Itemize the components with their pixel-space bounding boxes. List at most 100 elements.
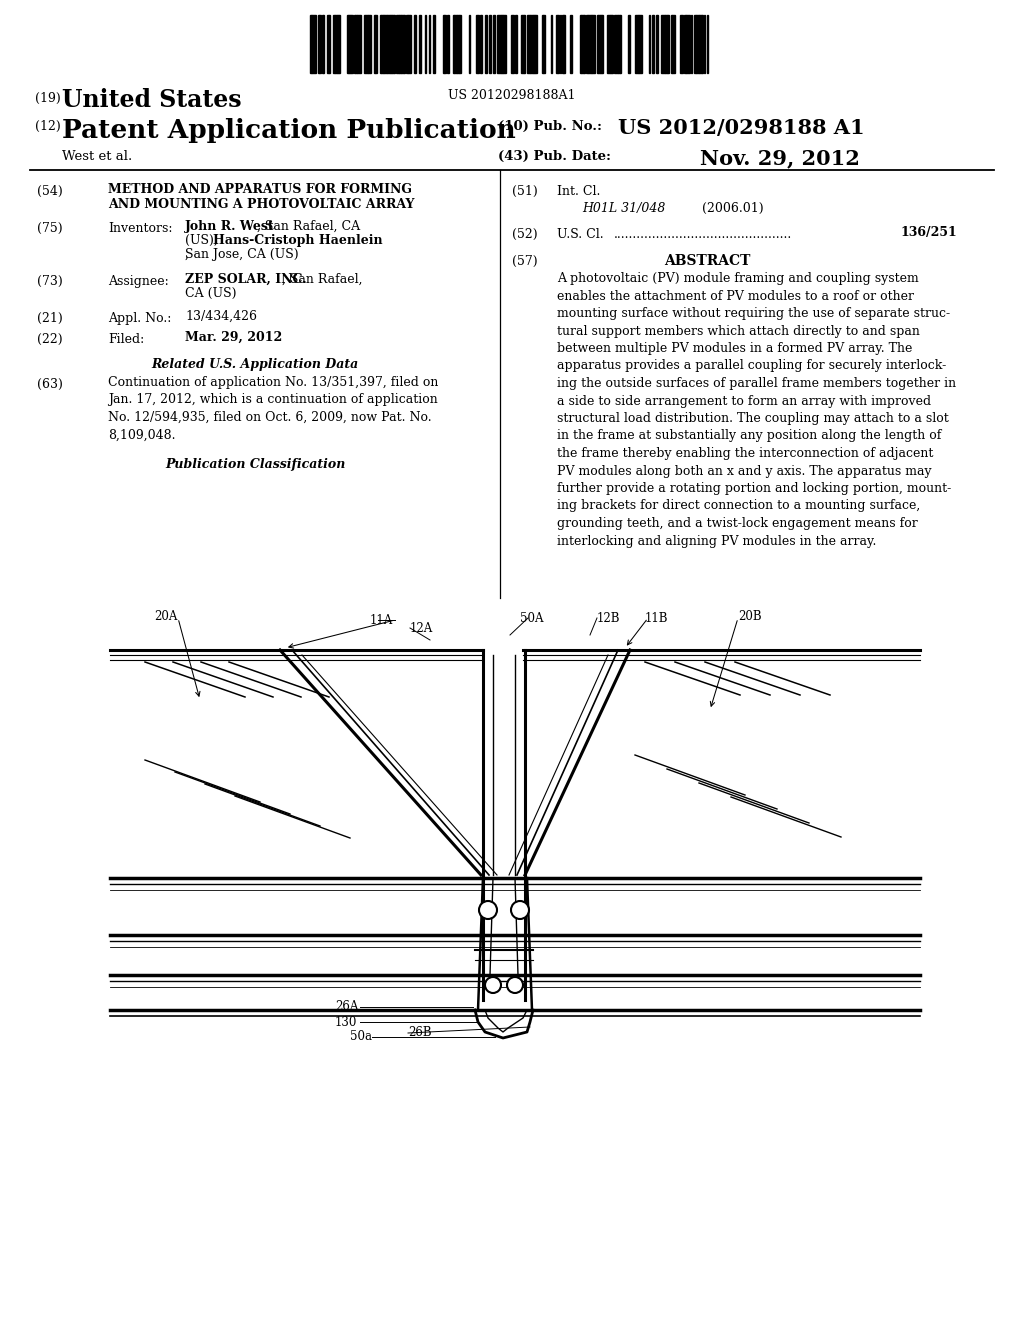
Text: Patent Application Publication: Patent Application Publication (62, 117, 516, 143)
Text: (54): (54) (37, 185, 62, 198)
Text: 11A: 11A (370, 614, 393, 627)
Circle shape (485, 977, 501, 993)
Bar (515, 15, 517, 73)
Bar (419, 15, 421, 73)
Bar (618, 15, 620, 73)
Bar (672, 15, 675, 73)
Text: (57): (57) (512, 255, 538, 268)
Text: A photovoltaic (PV) module framing and coupling system
enables the attachment of: A photovoltaic (PV) module framing and c… (557, 272, 956, 548)
Bar (387, 15, 390, 73)
Text: (43) Pub. Date:: (43) Pub. Date: (498, 150, 611, 162)
Text: Related U.S. Application Data: Related U.S. Application Data (152, 358, 358, 371)
Text: US 20120298188A1: US 20120298188A1 (449, 88, 575, 102)
Bar (592, 15, 595, 73)
Text: United States: United States (62, 88, 242, 112)
Bar (527, 15, 530, 73)
Bar (511, 15, 514, 73)
Bar (408, 15, 411, 73)
Bar (444, 15, 446, 73)
Bar (399, 15, 401, 73)
Bar (635, 15, 638, 73)
Text: Filed:: Filed: (108, 333, 144, 346)
Text: 130: 130 (335, 1015, 357, 1028)
Text: (21): (21) (37, 312, 62, 325)
Text: 26A: 26A (335, 1001, 358, 1014)
Bar (581, 15, 584, 73)
Text: ABSTRACT: ABSTRACT (664, 253, 751, 268)
Text: (22): (22) (37, 333, 62, 346)
Text: Int. Cl.: Int. Cl. (557, 185, 600, 198)
Text: (52): (52) (512, 228, 538, 242)
Text: (10) Pub. No.:: (10) Pub. No.: (498, 120, 602, 133)
Text: , San Rafael,: , San Rafael, (282, 273, 362, 286)
Text: San Jose, CA (US): San Jose, CA (US) (185, 248, 299, 261)
Text: West et al.: West et al. (62, 150, 132, 162)
Bar (364, 15, 368, 73)
Bar (333, 15, 335, 73)
Bar (570, 15, 572, 73)
Bar (665, 15, 667, 73)
Bar (588, 15, 591, 73)
Bar (696, 15, 699, 73)
Bar (392, 15, 394, 73)
Bar (662, 15, 665, 73)
Bar (327, 15, 329, 73)
Bar (535, 15, 537, 73)
Text: 136/251: 136/251 (900, 226, 956, 239)
Bar (406, 15, 408, 73)
Bar (694, 15, 696, 73)
Text: (75): (75) (37, 222, 62, 235)
Text: John R. West: John R. West (185, 220, 274, 234)
Bar (381, 15, 383, 73)
Bar (556, 15, 559, 73)
Text: (19): (19) (35, 92, 60, 106)
Bar (335, 15, 337, 73)
Bar (447, 15, 449, 73)
Text: 26B: 26B (408, 1027, 432, 1040)
Text: 12A: 12A (410, 622, 433, 635)
Text: 20A: 20A (155, 610, 178, 623)
Text: CA (US): CA (US) (185, 286, 237, 300)
Bar (384, 15, 387, 73)
Bar (476, 15, 479, 73)
Text: H01L 31/048: H01L 31/048 (582, 202, 666, 215)
Bar (598, 15, 600, 73)
Text: Continuation of application No. 13/351,397, filed on
Jan. 17, 2012, which is a c: Continuation of application No. 13/351,3… (108, 376, 438, 441)
Text: 13/434,426: 13/434,426 (185, 310, 257, 323)
Text: (US);: (US); (185, 234, 222, 247)
Bar (312, 15, 316, 73)
Text: Publication Classification: Publication Classification (165, 458, 345, 471)
Text: US 2012/0298188 A1: US 2012/0298188 A1 (618, 117, 864, 139)
Text: Nov. 29, 2012: Nov. 29, 2012 (700, 148, 860, 168)
Text: Hans-Cristoph Haenlein: Hans-Cristoph Haenlein (213, 234, 383, 247)
Text: (51): (51) (512, 185, 538, 198)
Text: 50A: 50A (520, 611, 544, 624)
Bar (351, 15, 353, 73)
Bar (457, 15, 459, 73)
Bar (684, 15, 686, 73)
Text: U.S. Cl.: U.S. Cl. (557, 228, 603, 242)
Text: , San Rafael, CA: , San Rafael, CA (257, 220, 360, 234)
Text: (73): (73) (37, 275, 62, 288)
Bar (530, 15, 534, 73)
Text: 11B: 11B (645, 611, 669, 624)
Bar (489, 15, 490, 73)
Bar (401, 15, 404, 73)
Circle shape (511, 902, 529, 919)
Bar (454, 15, 457, 73)
Text: 12B: 12B (597, 611, 621, 624)
Bar (503, 15, 506, 73)
Bar (686, 15, 690, 73)
Bar (680, 15, 683, 73)
Text: (12): (12) (35, 120, 60, 133)
Bar (586, 15, 588, 73)
Bar (396, 15, 399, 73)
Bar (355, 15, 357, 73)
Bar (607, 15, 610, 73)
Text: (2006.01): (2006.01) (702, 202, 764, 215)
Bar (357, 15, 361, 73)
Circle shape (507, 977, 523, 993)
Text: Mar. 29, 2012: Mar. 29, 2012 (185, 331, 283, 345)
Text: 20B: 20B (738, 610, 762, 623)
Text: METHOD AND APPARATUS FOR FORMING: METHOD AND APPARATUS FOR FORMING (108, 183, 412, 195)
